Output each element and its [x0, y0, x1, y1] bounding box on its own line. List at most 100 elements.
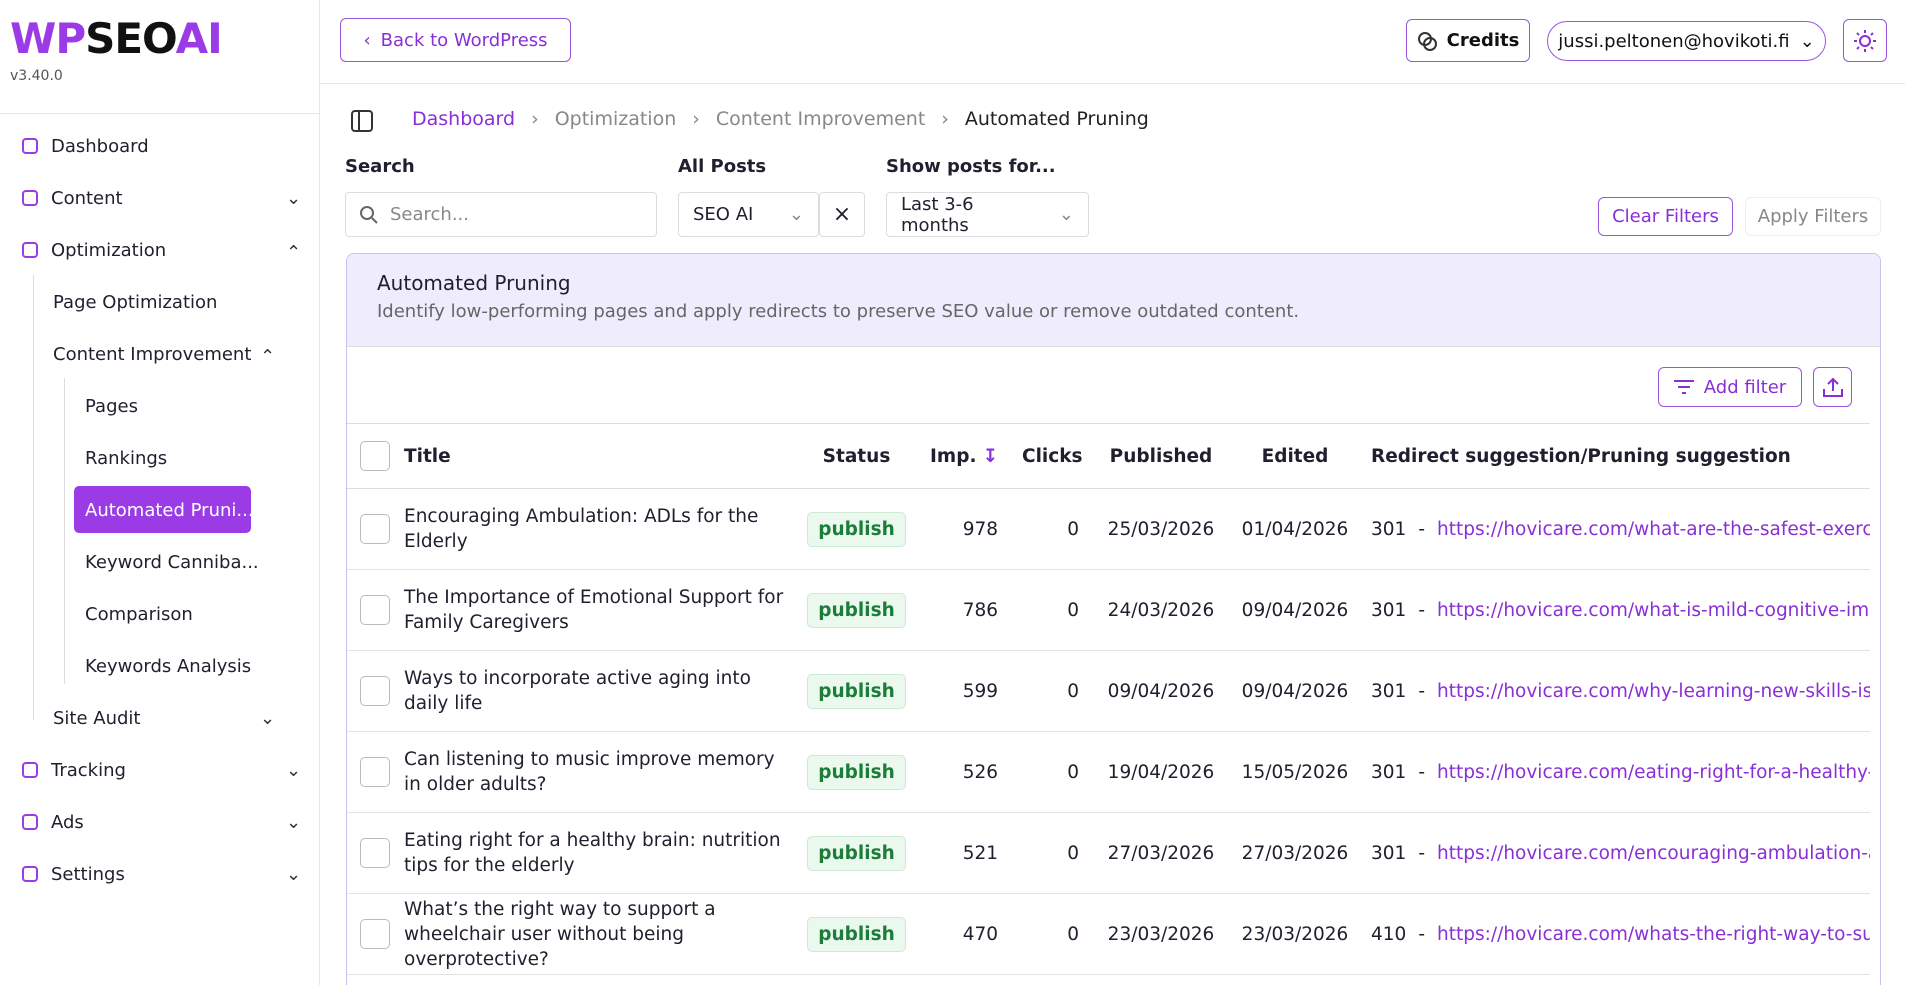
user-menu[interactable]: jussi.peltonen@hovikoti.fi ⌄	[1547, 21, 1826, 61]
nav-item[interactable]: Ads ⌄	[0, 796, 320, 848]
title-cell: What’s the right way to support a wheelc…	[402, 893, 803, 975]
nav-item[interactable]: Comparison	[0, 588, 320, 640]
nav-item[interactable]: Dashboard	[0, 120, 320, 172]
status-badge: publish	[807, 835, 906, 871]
date-cell: 23/03/2026	[1091, 893, 1231, 975]
checkbox[interactable]	[359, 919, 390, 949]
date-cell: 19/04/2026	[1091, 731, 1231, 813]
search-input[interactable]: Search...	[345, 192, 657, 237]
table-row: Can listening to music improve memory in…	[347, 731, 1870, 813]
status-badge: publish	[807, 673, 906, 709]
nav-item[interactable]: Site Audit ⌄	[0, 692, 320, 744]
redirect-cell: 301- https://hovicare.com/what-are-the-sa…	[1359, 488, 1870, 570]
number-cell: 786	[910, 569, 1010, 651]
nav-item[interactable]: Page Optimization	[0, 276, 320, 328]
status-badge: publish	[807, 916, 906, 952]
checkbox[interactable]	[359, 514, 390, 544]
nav-item[interactable]: Content ⌄	[0, 172, 320, 224]
theme-toggle[interactable]	[1843, 19, 1887, 62]
nav-chevron: ⌄	[286, 811, 302, 833]
number-cell: 0	[1010, 650, 1091, 732]
clear-filters[interactable]: Clear Filters	[1598, 197, 1733, 236]
redirect-url[interactable]: https://hovicare.com/why-learning-new-sk…	[1437, 680, 1870, 702]
separator: -	[1418, 518, 1425, 540]
nav-chevron: ⌄	[260, 707, 276, 729]
number-cell: 0	[1010, 569, 1091, 651]
nav-item[interactable]: Optimization ⌄	[0, 224, 320, 276]
separator: -	[1418, 680, 1425, 702]
breadcrumb-item[interactable]: Dashboard	[412, 108, 516, 130]
table-body: Encouraging Ambulation: ADLs for the Eld…	[347, 488, 1870, 975]
cell	[347, 488, 402, 570]
nav-item[interactable]: Automated Pruni...	[0, 484, 320, 536]
column-label: Title	[404, 445, 451, 467]
breadcrumb: Dashboard › Optimization › Content Improveme…	[412, 108, 1149, 130]
logo-ai: AI	[175, 14, 223, 63]
nav-label: Content Improvement	[53, 343, 252, 365]
nav-item[interactable]: Keyword Canniba...	[0, 536, 320, 588]
nav-icon	[22, 762, 38, 778]
redirect-url[interactable]: https://hovicare.com/encouraging-ambulat…	[1437, 842, 1870, 864]
status-cell: publish	[803, 893, 910, 975]
nav-label: Dashboard	[51, 135, 149, 157]
redirect-url[interactable]: https://hovicare.com/eating-right-for-a-…	[1437, 761, 1870, 783]
logo-seo: SEO	[85, 14, 177, 63]
cell	[347, 893, 402, 975]
separator: -	[1418, 842, 1425, 864]
cell	[347, 650, 402, 732]
date-cell: 09/04/2026	[1091, 650, 1231, 732]
version: v3.40.0	[10, 68, 63, 84]
sun-icon	[1854, 29, 1876, 52]
checkbox[interactable]	[359, 595, 390, 625]
breadcrumb-item[interactable]: Content Improvement	[715, 108, 926, 130]
sidebar-toggle[interactable]	[351, 110, 373, 132]
cell	[347, 569, 402, 651]
date-cell: 09/04/2026	[1231, 650, 1359, 732]
redirect-url[interactable]: https://hovicare.com/what-are-the-safest…	[1437, 518, 1870, 540]
posts-select[interactable]: SEO AI ⌄	[678, 192, 819, 237]
nav-icon	[22, 242, 38, 258]
nav-label: Keyword Canniba...	[85, 551, 259, 573]
nav-item[interactable]: Pages	[0, 380, 320, 432]
breadcrumb-item[interactable]: Optimization	[554, 108, 677, 130]
checkbox[interactable]	[359, 838, 390, 868]
redirect-url[interactable]: https://hovicare.com/whats-the-right-way…	[1437, 923, 1870, 945]
checkbox[interactable]	[359, 676, 390, 706]
number-cell: 526	[910, 731, 1010, 813]
date-cell: 01/04/2026	[1231, 488, 1359, 570]
add-filter[interactable]: Add filter	[1658, 367, 1802, 407]
redirect-url[interactable]: https://hovicare.com/what-is-mild-cognit…	[1437, 599, 1870, 621]
nav-item[interactable]: Content Improvement ⌄	[0, 328, 320, 380]
nav-item[interactable]: Rankings	[0, 432, 320, 484]
status-badge: publish	[807, 511, 906, 547]
header-cell[interactable]: Imp. ↧	[910, 423, 1010, 489]
number-cell: 0	[1010, 731, 1091, 813]
table-row: The Importance of Emotional Support for …	[347, 569, 1870, 651]
back-button[interactable]: ‹ Back to WordPress	[340, 18, 571, 62]
nav-chevron: ⌄	[260, 343, 276, 365]
checkbox[interactable]	[359, 757, 390, 787]
breadcrumb-separator: ›	[692, 108, 700, 130]
apply-filters[interactable]: Apply Filters	[1745, 197, 1881, 236]
clear-posts[interactable]: ×	[819, 192, 865, 237]
tree-line	[64, 378, 65, 684]
number-cell: 521	[910, 812, 1010, 894]
export-button[interactable]	[1813, 367, 1852, 407]
period-select[interactable]: Last 3-6 months ⌄	[886, 192, 1089, 237]
status-cell: publish	[803, 812, 910, 894]
header-cell: Edited	[1231, 423, 1359, 489]
date-cell: 23/03/2026	[1231, 893, 1359, 975]
header-cell: Status	[803, 423, 910, 489]
nav-chevron: ⌄	[286, 759, 302, 781]
checkbox[interactable]	[359, 441, 390, 471]
export-icon	[1822, 377, 1843, 397]
cell	[347, 812, 402, 894]
nav-label: Site Audit	[53, 707, 141, 729]
apply-label: Apply Filters	[1757, 206, 1869, 227]
nav-item[interactable]: Keywords Analysis	[0, 640, 320, 692]
nav-item[interactable]: Settings ⌄	[0, 848, 320, 900]
period-value: Last 3-6 months	[901, 193, 974, 236]
credits-button[interactable]: Credits	[1406, 19, 1530, 62]
column-label: Imp.	[930, 445, 977, 467]
nav-item[interactable]: Tracking ⌄	[0, 744, 320, 796]
